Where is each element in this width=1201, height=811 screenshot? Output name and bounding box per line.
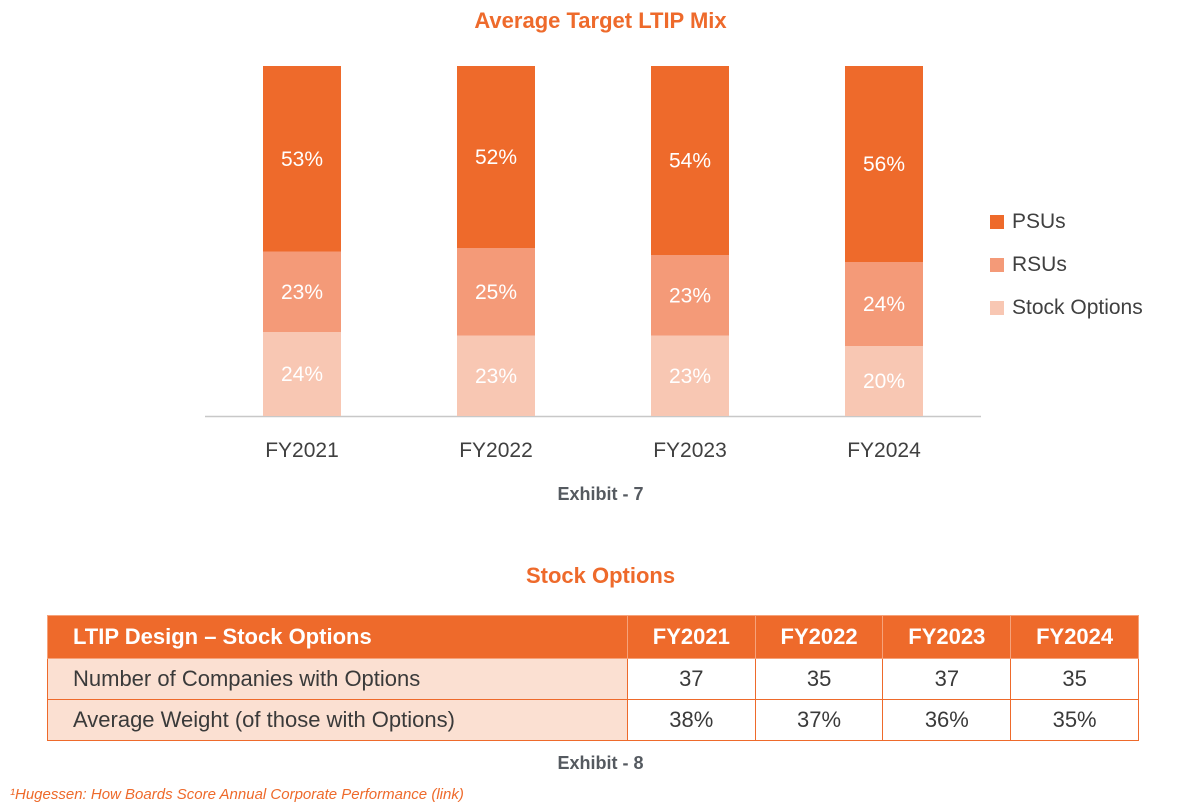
section-title: Stock Options [525,563,676,588]
bar-stock-options-fy2021 [263,332,341,416]
x-tick-label-fy2023: FY2023 [653,439,727,462]
footnote[interactable]: ¹Hugessen: How Boards Score Annual Corpo… [10,786,464,803]
bar-stock-options-fy2024 [845,346,923,416]
data-label-stock-options-fy2023: 23% [669,365,711,388]
legend-swatch-stock-options [990,300,1004,315]
table-cell: 38% [626,699,756,741]
data-label-stock-options-fy2021: 24% [281,363,323,386]
legend-item-psus: PSUs [990,200,1143,243]
exhibit-7-caption: Exhibit - 7 [557,484,644,504]
bar-rsus-fy2024 [845,262,923,346]
legend-swatch-rsus [990,257,1004,272]
table-cell: 36% [882,699,1012,741]
legend-label-psus: PSUs [1012,209,1066,233]
table-header-fy2024: FY2024 [1010,615,1139,659]
bar-rsus-fy2022 [457,248,535,336]
data-label-psus-fy2024: 56% [863,153,905,176]
bar-rsus-fy2021 [263,251,341,332]
table-header-row: LTIP Design – Stock Options FY2021 FY202… [47,615,1139,659]
data-label-stock-options-fy2024: 20% [863,370,905,393]
legend-swatch-psus [990,214,1004,229]
table-header-design: LTIP Design – Stock Options [47,615,628,659]
data-label-psus-fy2022: 52% [475,146,517,169]
table-cell: 35% [1010,699,1139,741]
ltip-stock-options-table: LTIP Design – Stock Options FY2021 FY202… [47,615,1139,741]
stacked-bar-chart: 24% 23% 53% FY2021 23% 25% 52% FY2022 23% 23% 54% F… [205,66,981,462]
bar-rsus-fy2023 [651,255,729,336]
table-cell: 35 [754,658,884,700]
data-label-psus-fy2021: 53% [281,148,323,171]
x-tick-label-fy2021: FY2021 [265,439,339,462]
bar-stock-options-fy2023 [651,335,729,416]
table-cell: 37% [754,699,884,741]
data-label-rsus-fy2022: 25% [475,281,517,304]
data-label-rsus-fy2023: 23% [669,284,711,307]
legend-label-stock-options: Stock Options [1012,295,1143,319]
bar-psus-fy2024 [845,66,923,262]
table-header-fy2023: FY2023 [882,615,1012,659]
data-label-rsus-fy2021: 23% [281,281,323,304]
data-label-stock-options-fy2022: 23% [475,365,517,388]
x-tick-label-fy2024: FY2024 [847,439,921,462]
table-header-fy2021: FY2021 [626,615,756,659]
table-row: Number of Companies with Options 37 35 3… [47,658,1139,700]
row-label-number-of-companies: Number of Companies with Options [47,658,628,700]
row-label-average-weight: Average Weight (of those with Options) [47,699,628,741]
chart-legend: PSUs RSUs Stock Options [990,200,1143,329]
bar-stock-options-fy2022 [457,335,535,416]
legend-item-stock-options: Stock Options [990,286,1143,329]
table-row: Average Weight (of those with Options) 3… [47,699,1139,741]
bar-psus-fy2021 [263,66,341,252]
legend-item-rsus: RSUs [990,243,1143,286]
x-tick-label-fy2022: FY2022 [459,439,533,462]
bar-psus-fy2023 [651,66,729,255]
data-label-psus-fy2023: 54% [669,150,711,173]
exhibit-8-caption: Exhibit - 8 [557,753,644,773]
table-cell: 35 [1010,658,1139,700]
chart-title: Average Target LTIP Mix [474,8,727,33]
bar-psus-fy2022 [457,66,535,248]
table-cell: 37 [626,658,756,700]
legend-label-rsus: RSUs [1012,252,1067,276]
data-label-rsus-fy2024: 24% [863,293,905,316]
table-header-fy2022: FY2022 [754,615,884,659]
table-cell: 37 [882,658,1012,700]
